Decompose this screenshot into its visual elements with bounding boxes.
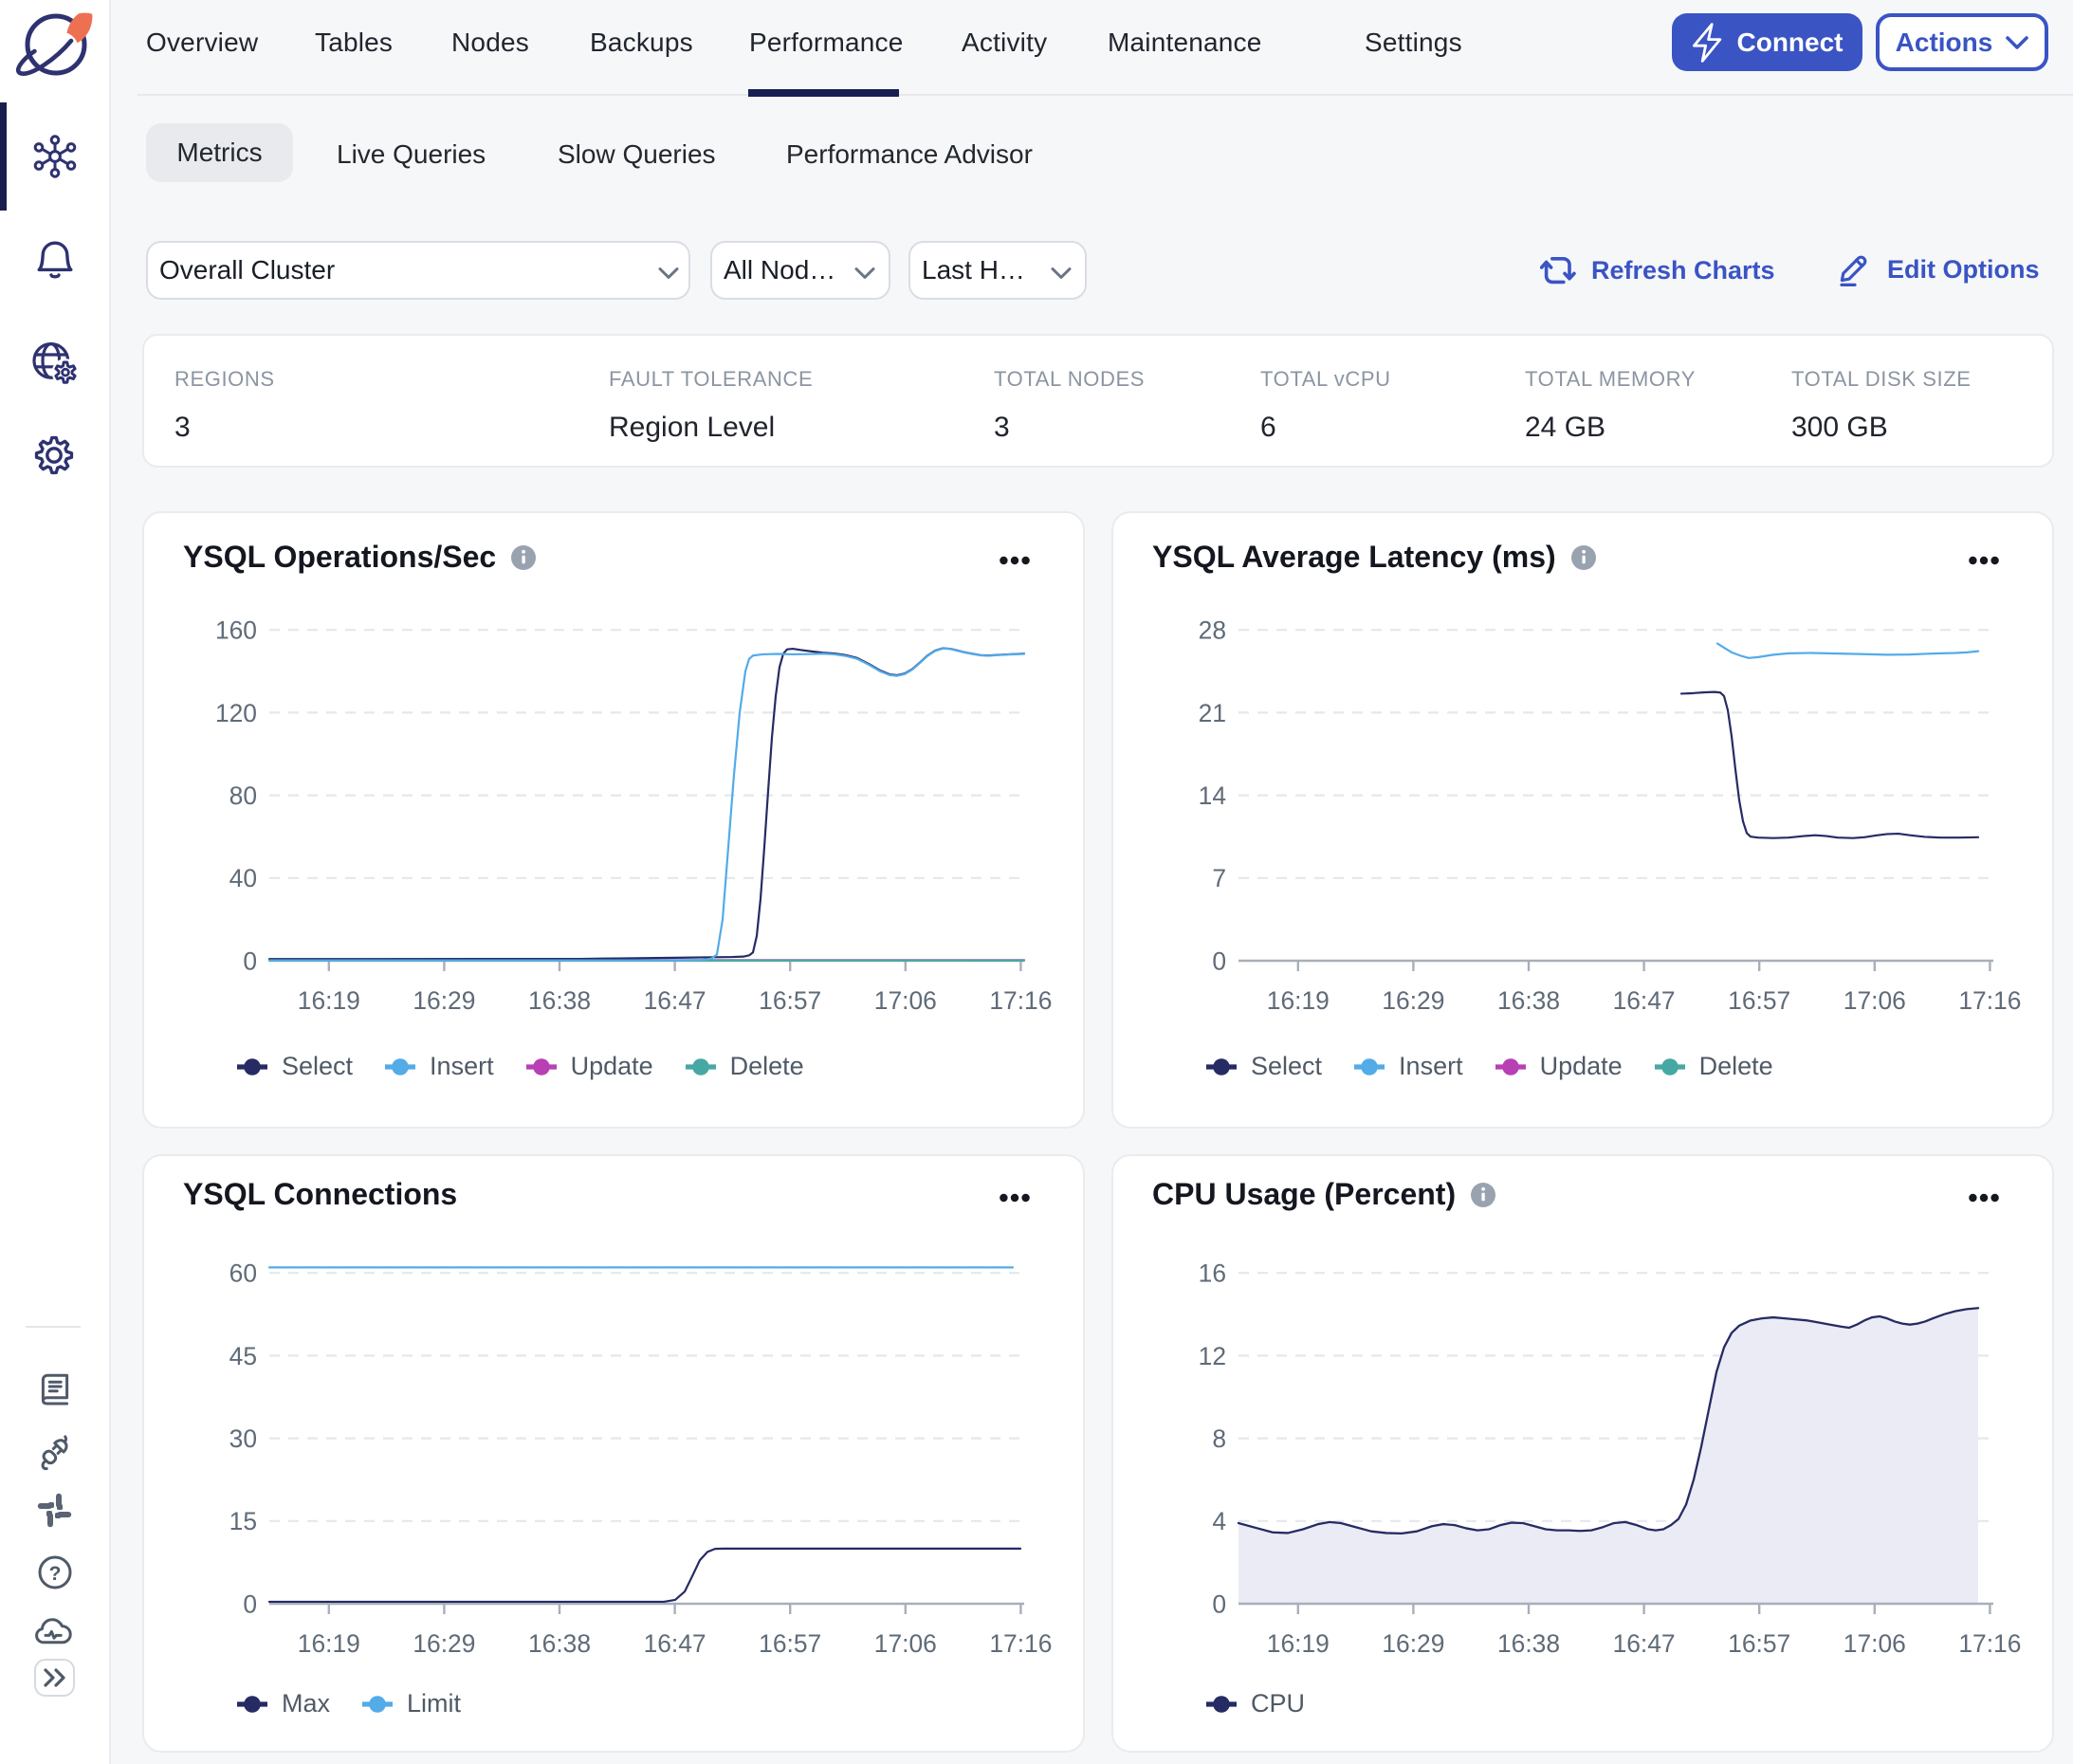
svg-text:17:06: 17:06 [874, 986, 937, 1015]
svg-text:16:19: 16:19 [1267, 1629, 1330, 1658]
svg-text:16:47: 16:47 [644, 986, 706, 1015]
svg-text:28: 28 [1199, 616, 1226, 645]
svg-text:0: 0 [243, 1589, 257, 1618]
svg-text:?: ? [48, 1563, 61, 1585]
svg-text:16:38: 16:38 [1497, 1629, 1560, 1658]
svg-text:17:06: 17:06 [874, 1629, 937, 1658]
svg-text:16:47: 16:47 [1613, 986, 1676, 1015]
svg-text:160: 160 [215, 616, 257, 645]
svg-text:16:19: 16:19 [1267, 986, 1330, 1015]
svg-text:17:16: 17:16 [1958, 1629, 2021, 1658]
svg-text:16:38: 16:38 [1497, 986, 1560, 1015]
svg-text:17:16: 17:16 [989, 986, 1052, 1015]
svg-text:17:16: 17:16 [989, 1629, 1052, 1658]
svg-text:16:19: 16:19 [298, 986, 360, 1015]
svg-text:60: 60 [229, 1259, 257, 1288]
svg-text:0: 0 [1212, 946, 1226, 975]
svg-text:17:06: 17:06 [1844, 1629, 1906, 1658]
svg-text:4: 4 [1212, 1507, 1226, 1535]
svg-text:7: 7 [1212, 864, 1226, 892]
svg-text:80: 80 [229, 781, 257, 810]
svg-text:16:38: 16:38 [528, 1629, 591, 1658]
svg-text:17:16: 17:16 [1958, 986, 2021, 1015]
svg-text:16:57: 16:57 [1728, 1629, 1790, 1658]
svg-text:120: 120 [215, 699, 257, 727]
svg-text:16:38: 16:38 [528, 986, 591, 1015]
svg-text:8: 8 [1212, 1424, 1226, 1453]
svg-text:21: 21 [1199, 699, 1226, 727]
svg-text:16:19: 16:19 [298, 1629, 360, 1658]
svg-text:16:57: 16:57 [759, 986, 821, 1015]
svg-text:45: 45 [229, 1342, 257, 1370]
svg-text:16:57: 16:57 [759, 1629, 821, 1658]
svg-text:17:06: 17:06 [1844, 986, 1906, 1015]
svg-text:0: 0 [1212, 1589, 1226, 1618]
svg-text:16:47: 16:47 [1613, 1629, 1676, 1658]
svg-text:0: 0 [243, 946, 257, 975]
svg-text:16:29: 16:29 [1382, 986, 1444, 1015]
svg-text:16:57: 16:57 [1728, 986, 1790, 1015]
svg-text:40: 40 [229, 864, 257, 892]
svg-text:15: 15 [229, 1507, 257, 1535]
svg-text:30: 30 [229, 1424, 257, 1453]
svg-text:16:29: 16:29 [413, 1629, 475, 1658]
svg-text:14: 14 [1199, 781, 1226, 810]
svg-text:16:47: 16:47 [644, 1629, 706, 1658]
svg-text:16:29: 16:29 [1382, 1629, 1444, 1658]
svg-text:16:29: 16:29 [413, 986, 475, 1015]
svg-text:12: 12 [1199, 1342, 1226, 1370]
svg-text:16: 16 [1199, 1259, 1226, 1288]
